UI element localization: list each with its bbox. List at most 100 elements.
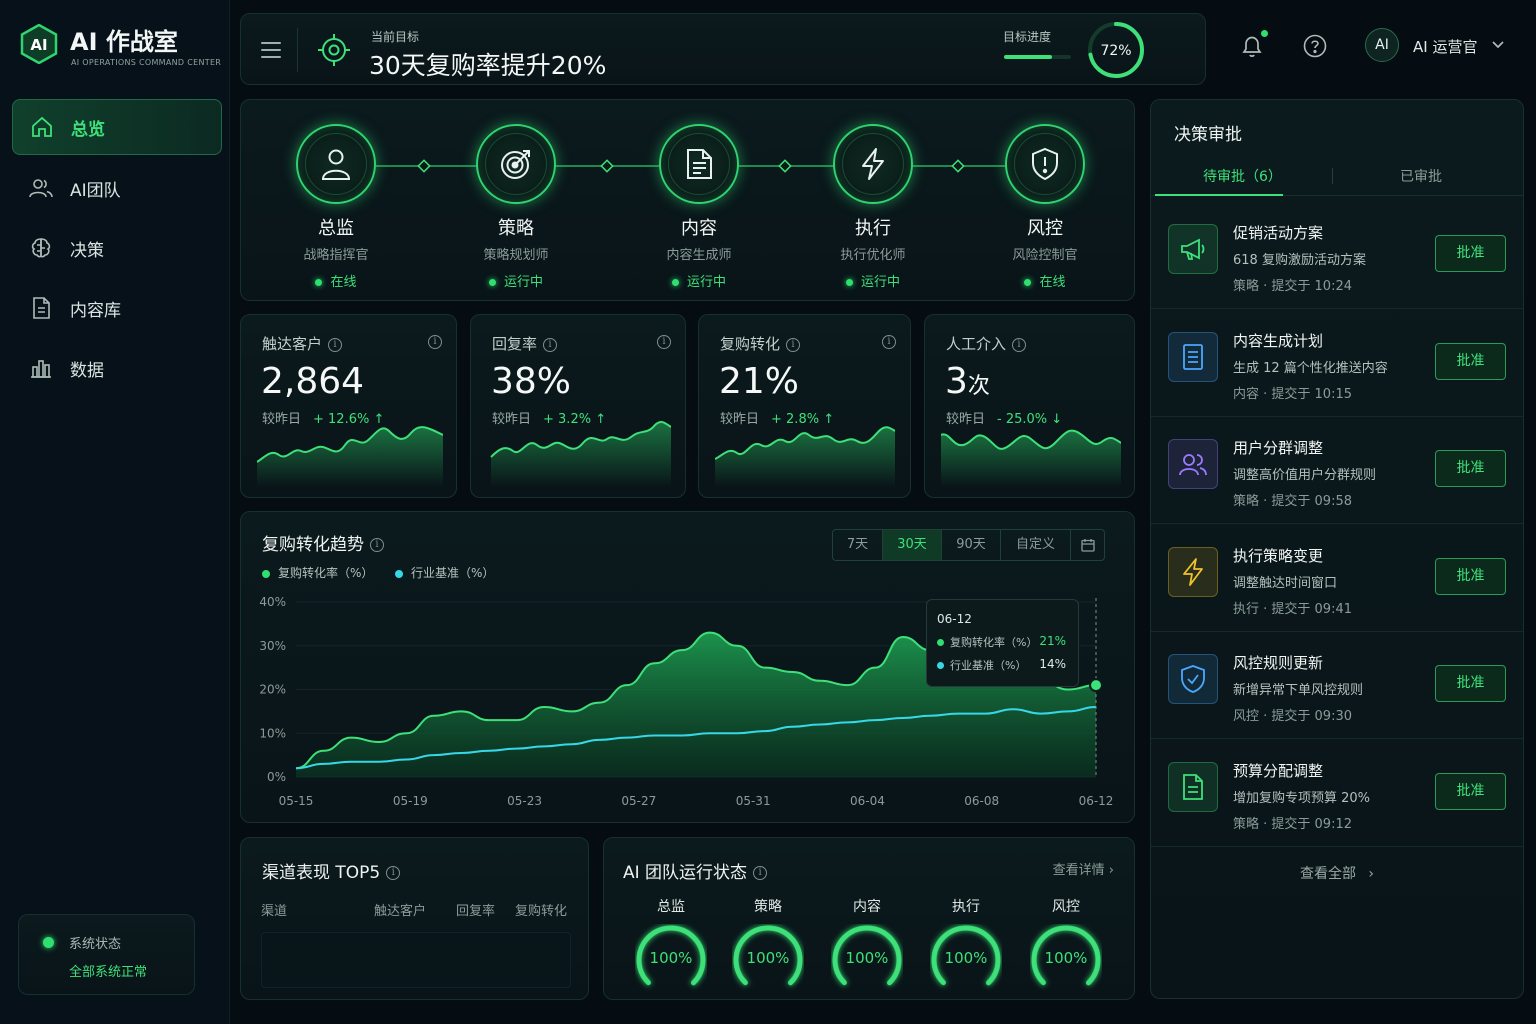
avatar[interactable]: AI: [1365, 28, 1399, 62]
info-icon: i: [753, 866, 768, 880]
metric-delta: + 2.8% ↑: [771, 412, 835, 427]
x-tick-label: 05-15: [279, 794, 314, 808]
series-area-repurchase: [296, 632, 1096, 777]
approval-item[interactable]: 促销活动方案 618 复购激励活动方案 策略 · 提交于 10:24 批准: [1151, 202, 1523, 309]
approval-item[interactable]: 风控规则更新 新增异常下单风控规则 风控 · 提交于 09:30 批准: [1151, 632, 1523, 739]
info-icon[interactable]: i: [428, 335, 442, 349]
approval-meta: 风控 · 提交于 09:30: [1233, 709, 1352, 724]
y-tick-label: 10%: [259, 726, 286, 740]
approve-button[interactable]: 批准: [1435, 665, 1506, 702]
x-tick-label: 06-04: [850, 794, 885, 808]
agent-content[interactable]: 内容 内容生成师 运行中: [634, 124, 764, 290]
tooltip-row-repurchase: 复购转化率（%） 21%: [937, 634, 1068, 650]
nav-label: 数据: [70, 360, 104, 381]
agent-status: 运行中: [451, 271, 581, 290]
agent-role: 战略指挥官: [303, 248, 369, 263]
gauge-value: 100%: [944, 949, 988, 967]
view-details-link[interactable]: 查看详情 ›: [1052, 863, 1114, 878]
help-button[interactable]: [1303, 34, 1327, 62]
column-header-reach[interactable]: 触达客户: [374, 904, 427, 919]
file-text-icon: [1168, 761, 1218, 812]
agent-name: 策略: [498, 218, 534, 239]
chevron-down-icon[interactable]: [1491, 40, 1505, 50]
info-icon: i: [328, 337, 343, 352]
agent-status: 在线: [271, 271, 401, 290]
agent-director[interactable]: 总监 战略指挥官 在线: [271, 124, 401, 290]
gauge: 内容 100%: [827, 896, 907, 996]
range-tabs: 7天 30天 90天 自定义: [832, 529, 1105, 561]
approve-button[interactable]: 批准: [1435, 557, 1506, 595]
hover-point: [1089, 678, 1103, 693]
help-icon: [1303, 34, 1327, 58]
metric-value: 38%: [491, 361, 572, 402]
trend-chart-panel: 复购转化趋势 i 复购转化率（%） 行业基准（%） 7天 30天 90天 自定义 …: [240, 511, 1135, 823]
bell-icon: [1242, 36, 1262, 57]
column-header-repurchase[interactable]: 复购转化: [515, 904, 568, 919]
agent-strategy[interactable]: 策略 策略规划师 运行中: [451, 124, 581, 290]
file-text-icon: [687, 149, 712, 179]
metric-compare: 较昨日 - 25.0% ↓: [946, 412, 1063, 427]
gauge-label: 内容: [853, 899, 881, 915]
users-icon: [28, 175, 54, 201]
logo-icon: AI: [20, 24, 58, 64]
info-icon: i: [786, 337, 801, 352]
users-icon: [1168, 439, 1218, 489]
column-header-channel[interactable]: 渠道: [261, 904, 288, 919]
info-icon[interactable]: i: [657, 335, 671, 349]
nav-label: 总览: [71, 119, 105, 140]
column-header-reply-rate[interactable]: 回复率: [456, 904, 496, 919]
progress-ring: 72%: [1088, 22, 1144, 78]
nav-item-data[interactable]: 数据: [12, 340, 222, 396]
range-tab-custom[interactable]: 自定义: [1001, 530, 1071, 560]
y-tick-label: 0%: [267, 770, 286, 784]
channel-title: 渠道表现 TOP5 i: [262, 858, 401, 883]
x-tick-label: 05-27: [621, 794, 656, 808]
approval-item[interactable]: 用户分群调整 调整高价值用户分群规则 策略 · 提交于 09:58 批准: [1151, 417, 1523, 524]
chart-tooltip: 06-12 复购转化率（%） 21% 行业基准（%） 14%: [926, 599, 1079, 687]
approval-item[interactable]: 内容生成计划 生成 12 篇个性化推送内容 内容 · 提交于 10:15 批准: [1151, 310, 1523, 417]
megaphone-icon: [1168, 224, 1218, 274]
range-tab-90d[interactable]: 90天: [942, 530, 1001, 560]
agent-status: 运行中: [634, 271, 764, 290]
agent-role: 执行优化师: [840, 248, 906, 263]
lightning-icon: [1168, 546, 1218, 597]
approve-button[interactable]: 批准: [1435, 450, 1506, 487]
gauge-ring: [931, 925, 1001, 995]
metric-title: 触达客户 i: [262, 333, 343, 354]
view-all-link[interactable]: 查看全部 ›: [1299, 866, 1375, 882]
nav-item-content-library[interactable]: 内容库: [12, 280, 222, 336]
progress-bar: [1004, 55, 1071, 59]
approval-meta: 策略 · 提交于 09:58: [1233, 494, 1352, 509]
approve-button[interactable]: 批准: [1435, 235, 1506, 272]
approval-item[interactable]: 预算分配调整 增加复购专项预算 20% 策略 · 提交于 09:12 批准: [1151, 740, 1523, 847]
nav-item-decision[interactable]: 决策: [12, 220, 222, 276]
nav-item-ai-team[interactable]: AI团队: [12, 160, 222, 216]
calendar-button[interactable]: [1071, 530, 1104, 560]
notification-button[interactable]: [1240, 30, 1268, 63]
range-tab-7d[interactable]: 7天: [833, 530, 883, 560]
tooltip-date: 06-12: [937, 612, 972, 626]
approve-button[interactable]: 批准: [1435, 772, 1506, 810]
approval-item[interactable]: 执行策略变更 调整触达时间窗口 执行 · 提交于 09:41 批准: [1151, 525, 1523, 632]
tab-pending[interactable]: 待审批（6）: [1203, 169, 1282, 185]
agent-risk-control[interactable]: 风控 风险控制官 在线: [980, 124, 1110, 290]
gauge-value: 100%: [649, 949, 693, 967]
menu-icon[interactable]: [261, 42, 281, 63]
lightning-icon: [862, 148, 884, 180]
info-icon[interactable]: i: [882, 335, 896, 349]
approval-meta: 执行 · 提交于 09:41: [1233, 601, 1352, 617]
channel-table-body: [261, 932, 571, 988]
gauge: 风控 100%: [1026, 896, 1106, 996]
series-line-benchmark: [295, 706, 1097, 770]
agent-execution[interactable]: 执行 执行优化师 运行中: [808, 124, 938, 290]
agent-role: 内容生成师: [666, 248, 732, 263]
nav-item-overview[interactable]: 总览: [12, 99, 222, 155]
range-tab-30d[interactable]: 30天: [883, 530, 942, 560]
nav-label: AI团队: [70, 180, 121, 201]
tab-approved[interactable]: 已审批: [1400, 169, 1442, 185]
approvals-panel: 决策审批 待审批（6） 已审批 促销活动方案 618 复购激励活动方案 策略 ·…: [1150, 99, 1524, 999]
approve-button[interactable]: 批准: [1435, 342, 1506, 380]
legend-item-benchmark[interactable]: 行业基准（%）: [395, 564, 494, 581]
legend-item-repurchase[interactable]: 复购转化率（%）: [262, 564, 373, 581]
user-name[interactable]: AI 运营官: [1413, 38, 1478, 56]
